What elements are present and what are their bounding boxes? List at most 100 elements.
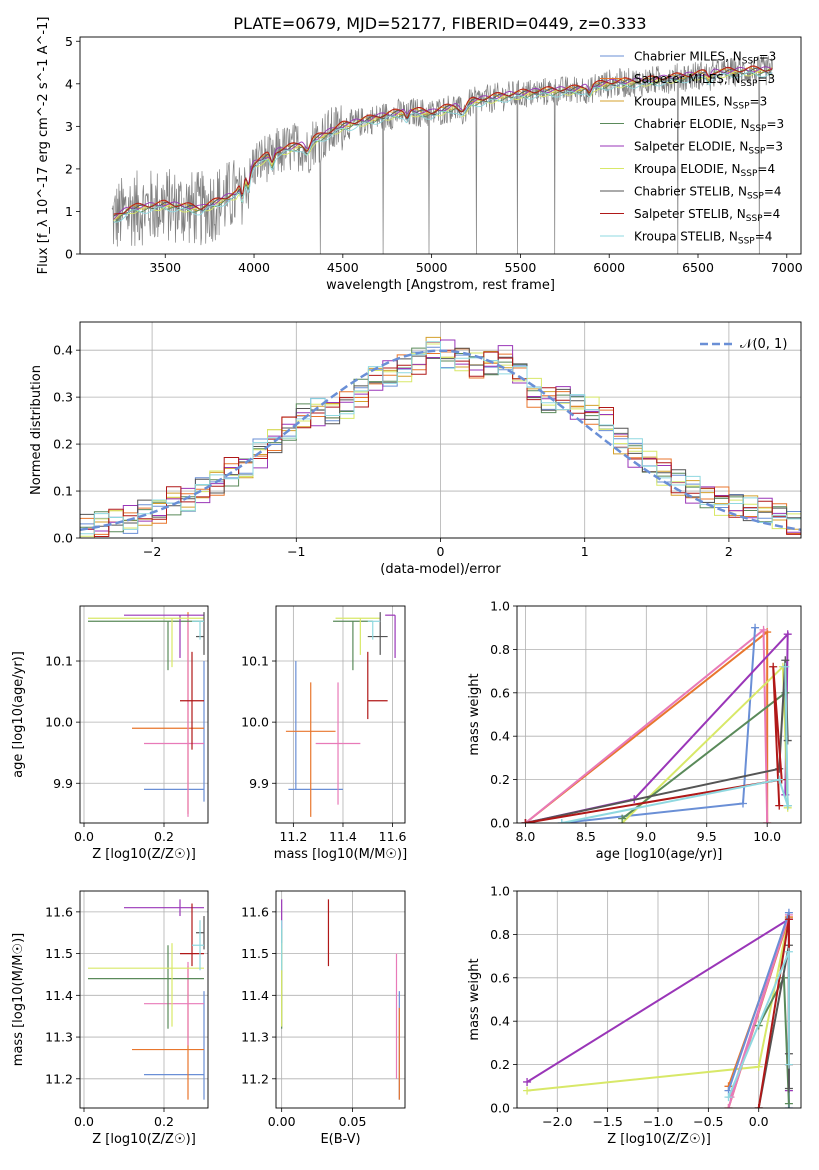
y-tick-label: 11.6	[45, 904, 73, 919]
x-tick-label: 9.0	[636, 829, 656, 844]
weight-marker	[784, 915, 793, 924]
errorbar-point	[88, 943, 204, 1027]
gaussian-curve	[80, 349, 801, 532]
y-axis-label: mass weight	[467, 958, 482, 1040]
weight-series	[557, 662, 792, 823]
axes-frame	[516, 605, 802, 824]
y-tick-label: 11.3	[241, 1030, 269, 1045]
x-tick-label: 5000	[416, 260, 448, 275]
chart-weight_vs_age: 8.0 8.5 9.0 9.5 10.0 0.0 0.2 0.4 0.6 0.8 1.0 age [l…	[467, 599, 802, 862]
x-tick-label: 2	[725, 544, 733, 559]
weight-line	[525, 666, 783, 823]
plot-area	[88, 899, 205, 1100]
x-tick-label: 1	[581, 544, 589, 559]
plot-area	[88, 612, 205, 817]
weight-marker	[751, 623, 760, 632]
x-tick-label: 0.05	[339, 1114, 367, 1129]
y-tick-label: 10.0	[45, 715, 73, 730]
y-axis-label: Normed distribution	[29, 365, 44, 495]
x-tick-label: 11.2	[279, 829, 307, 844]
x-tick-label: 0.00	[268, 1114, 296, 1129]
x-tick-label: 0.2	[154, 1114, 174, 1129]
x-tick-label: 0	[437, 544, 445, 559]
weight-marker	[523, 1086, 532, 1095]
y-axis-label: Flux [f_λ 10^-17 erg cm^-2 s^-1 A^-1]	[36, 17, 51, 275]
y-axis-label: mass weight	[467, 673, 482, 755]
x-tick-label: 11.6	[379, 829, 407, 844]
weight-marker	[557, 819, 566, 823]
axes-frame	[79, 605, 209, 824]
x-tick-label: −2	[143, 544, 161, 559]
x-tick-label: 0.0	[74, 829, 94, 844]
x-tick-label: 4000	[238, 260, 270, 275]
weight-marker	[775, 775, 784, 784]
errorbar-point	[88, 945, 204, 1029]
y-tick-label: 0.6	[490, 685, 510, 700]
chart-mass_vs_Z: 0.0 0.2 11.2 11.3 11.4 11.5 11.6 Z [log10(Z/Z☉)…	[11, 890, 209, 1147]
y-tick-label: 0.4	[490, 729, 510, 744]
x-tick-label: 11.4	[329, 829, 357, 844]
y-tick-label: 1.0	[490, 884, 510, 899]
x-axis-label: Z [log10(Z/Z☉)]	[92, 1132, 196, 1147]
y-tick-label: 0.8	[490, 642, 510, 657]
weight-marker	[618, 814, 627, 823]
x-tick-label: 8.0	[516, 829, 536, 844]
y-axis-label: age [log10(age/yr)]	[11, 651, 26, 778]
y-tick-label: 11.4	[241, 988, 269, 1003]
y-tick-label: 0.8	[490, 927, 510, 942]
y-tick-label: 0.2	[53, 437, 73, 452]
weight-marker	[521, 819, 530, 823]
x-tick-label: −2.0	[542, 1114, 572, 1129]
y-tick-label: 10.0	[241, 715, 269, 730]
x-axis-label: E(B-V)	[320, 1132, 360, 1147]
axes-frame	[516, 890, 802, 1109]
axes-frame	[275, 890, 406, 1109]
y-tick-label: 0.4	[490, 1014, 510, 1029]
errorbar-point	[88, 620, 204, 671]
y-tick-label: 1.0	[490, 599, 510, 614]
y-tick-label: 11.5	[241, 946, 269, 961]
errorbar-point	[144, 661, 205, 802]
errorbar-point	[180, 651, 204, 750]
errorbar-point	[144, 961, 204, 1046]
chart-mass_vs_ebv: 0.00 0.05 11.2 11.3 11.4 11.5 11.6 E(B-V)	[241, 890, 406, 1147]
weight-marker	[781, 662, 790, 671]
weight-marker	[783, 736, 792, 745]
y-tick-label: 0.0	[490, 1101, 510, 1116]
weight-marker	[784, 1084, 793, 1093]
chart-age_vs_mass: 11.2 11.4 11.6 9.9 10.0 10.1 mass [log10(M/M☉)…	[241, 605, 407, 862]
weight-marker	[783, 630, 792, 639]
plot-area	[80, 336, 801, 538]
errorbar-point	[333, 620, 373, 671]
y-tick-label: 9.9	[53, 776, 73, 791]
x-axis-label: mass [log10(M/M☉)]	[274, 847, 407, 862]
weight-marker	[784, 947, 793, 956]
legend-label: Kroupa STELIB, NSSP=4	[634, 230, 772, 247]
x-tick-label: 3500	[149, 260, 181, 275]
axes-frame	[275, 605, 406, 824]
axes-frame	[79, 890, 209, 1109]
y-tick-label: 9.9	[249, 776, 269, 791]
x-axis-label: (data-model)/error	[380, 562, 501, 577]
y-tick-label: 0.3	[53, 390, 73, 405]
weight-line	[621, 690, 789, 820]
weight-marker	[784, 1060, 793, 1069]
y-tick-label: 11.5	[45, 946, 73, 961]
weight-marker	[784, 1099, 793, 1108]
axes-frame	[79, 36, 802, 255]
errorbar-point	[367, 612, 388, 655]
y-tick-label: 1	[65, 204, 73, 219]
y-axis-label: mass [log10(M/M☉)]	[11, 933, 26, 1066]
legend-label: Kroupa ELODIE, NSSP=4	[634, 162, 775, 179]
weight-marker	[759, 625, 768, 634]
legend-label: Chabrier ELODIE, NSSP=3	[634, 117, 784, 134]
weight-marker	[775, 764, 784, 773]
y-tick-label: 11.3	[45, 1030, 73, 1045]
x-tick-label: 10.0	[753, 829, 781, 844]
y-tick-label: 10.1	[45, 654, 73, 669]
plot-area	[285, 612, 396, 817]
weight-series	[724, 947, 793, 1102]
errorbar-point	[285, 682, 336, 817]
errorbar-point	[367, 620, 381, 640]
y-tick-label: 11.2	[241, 1071, 269, 1086]
